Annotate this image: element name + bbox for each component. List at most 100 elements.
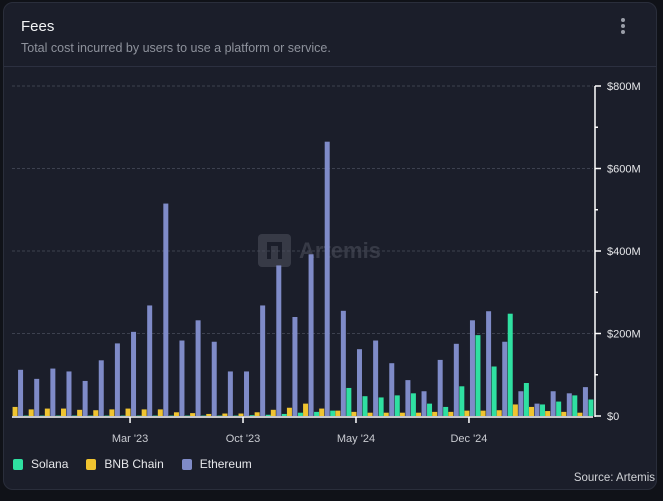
bar-ethereum [227,371,233,416]
bar-solana [249,415,255,416]
more-vertical-icon[interactable] [618,18,628,40]
bar-bnb-chain [383,412,389,416]
bar-solana [491,366,497,416]
bar-solana [410,393,416,416]
bar-solana [572,395,578,416]
bar-solana [459,386,465,416]
bar-solana [297,412,303,416]
bar-bnb-chain [206,413,212,416]
bar-bnb-chain [464,410,470,416]
y-tick-label: $0 [607,411,619,423]
bar-bnb-chain [432,411,438,416]
bar-ethereum [453,343,459,416]
bar-ethereum [260,305,266,416]
bar-ethereum [244,371,250,416]
card-title: Fees [21,18,55,35]
artemis-logo-icon [258,234,291,267]
x-tick-label: Oct '23 [226,433,261,445]
bar-bnb-chain [399,412,405,416]
legend-swatch-solana [13,458,23,470]
bar-solana [330,410,336,416]
bar-ethereum [66,371,72,416]
bar-bnb-chain [222,413,228,416]
bar-ethereum [276,265,282,416]
bar-ethereum [82,380,88,416]
bar-solana [394,395,400,416]
legend-item-solana[interactable]: Solana [13,457,68,471]
y-tick-label: $400M [607,246,641,258]
bar-ethereum [195,320,201,416]
bar-solana [507,313,513,416]
bar-bnb-chain [125,408,131,416]
y-tick-label: $800M [607,81,641,93]
bar-bnb-chain [109,409,115,416]
bar-ethereum [18,369,24,416]
bar-solana [281,413,287,416]
bar-ethereum [469,320,475,416]
bar-bnb-chain [286,407,292,416]
bar-ethereum [50,368,56,416]
bar-ethereum [437,359,443,416]
chart-legend: Solana BNB Chain Ethereum [13,457,252,471]
bar-solana [427,403,433,416]
bar-solana [346,387,352,416]
bar-bnb-chain [480,410,486,416]
bar-bnb-chain [416,412,422,416]
bar-ethereum [340,310,346,416]
bar-solana [314,411,320,416]
bar-solana [378,397,384,416]
x-tick-label: Dec '24 [450,433,487,445]
bar-ethereum [502,341,508,416]
card-subtitle: Total cost incurred by users to use a pl… [21,41,331,55]
bar-solana [523,383,529,416]
bar-ethereum [566,393,572,416]
legend-swatch-bnb-chain [86,458,97,470]
x-tick-label: May '24 [337,433,375,445]
bar-ethereum [147,305,153,416]
legend-label: Ethereum [199,457,252,471]
bar-ethereum [421,391,427,416]
bar-solana [362,396,368,416]
bar-ethereum [405,380,411,416]
bar-bnb-chain [28,409,34,416]
bar-bnb-chain [157,409,163,416]
bar-ethereum [114,343,120,416]
fees-card: Fees Total cost incurred by users to use… [3,2,657,490]
bar-bnb-chain [60,408,66,416]
bar-ethereum [179,340,185,416]
bar-solana [540,404,546,416]
bar-bnb-chain [93,410,99,416]
source-label: Source: Artemis [573,472,655,484]
bar-bnb-chain [141,409,147,416]
bar-ethereum [518,391,524,416]
bar-ethereum [34,378,40,416]
legend-label: BNB Chain [104,457,164,471]
bar-ethereum [373,340,379,416]
bar-solana [265,414,271,416]
bar-bnb-chain [254,412,260,416]
y-tick-label: $200M [607,329,641,341]
legend-item-ethereum[interactable]: Ethereum [181,457,252,471]
bar-bnb-chain [190,413,196,416]
bar-bnb-chain [448,411,454,416]
header-divider [4,66,656,67]
bar-ethereum [324,141,330,416]
bar-bnb-chain [77,409,83,416]
legend-item-bnb-chain[interactable]: BNB Chain [86,457,164,471]
bar-ethereum [98,360,104,416]
bar-bnb-chain [335,410,341,416]
bar-ethereum [292,317,298,416]
bar-ethereum [550,391,556,416]
bar-bnb-chain [496,410,502,416]
bar-bnb-chain [351,411,357,416]
bar-bnb-chain [44,408,50,416]
bar-solana [443,406,449,416]
bar-bnb-chain [303,403,309,416]
bar-bnb-chain [561,411,567,416]
bar-ethereum [163,203,169,416]
bar-ethereum [389,363,395,416]
bar-bnb-chain [545,411,551,416]
bar-bnb-chain [577,412,583,416]
bar-bnb-chain [367,412,373,416]
